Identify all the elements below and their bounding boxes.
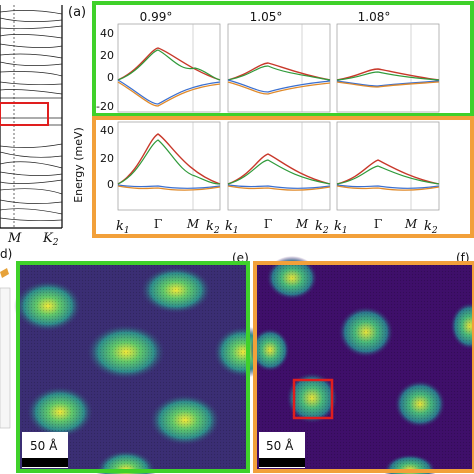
xtick-k1-1: k1 xyxy=(116,219,130,236)
panel-d-marker xyxy=(0,268,9,278)
band-red xyxy=(117,133,221,185)
green-frame xyxy=(92,1,474,117)
band-green xyxy=(117,139,221,185)
band-green xyxy=(117,49,221,81)
band-blue xyxy=(336,184,440,189)
band-orange xyxy=(117,185,221,191)
ytick-top-20: 20 xyxy=(100,49,114,62)
scale-bar-f xyxy=(259,458,305,467)
subplot-bottom-3 xyxy=(336,121,440,211)
xtick-m-1: M xyxy=(186,217,200,231)
scale-bar-e xyxy=(22,458,68,467)
panel-label-d: d) xyxy=(0,247,12,261)
ytick-bot-20: 20 xyxy=(100,152,114,165)
subplot-top-1 xyxy=(117,23,221,113)
orange-frame-f xyxy=(253,261,474,473)
subplot-bottom-2 xyxy=(227,121,331,211)
band-red xyxy=(227,153,331,185)
ytick-bot-0: 0 xyxy=(107,178,114,191)
ytick-bot-40: 40 xyxy=(100,124,114,137)
band-blue xyxy=(117,79,221,105)
xtick-k2-3: k2 xyxy=(424,219,438,236)
ytick-top-40: 40 xyxy=(100,27,114,40)
panel-label-a: (a) xyxy=(68,5,86,20)
subplot-bottom-1 xyxy=(117,121,221,211)
xtick-k2-2: k2 xyxy=(315,219,329,236)
angle-title-3: 1.08° xyxy=(358,10,391,24)
y-axis-label: Energy (meV) xyxy=(72,127,85,203)
m-label: M xyxy=(7,231,22,246)
band-structure-panel: M K2 xyxy=(0,5,63,248)
band-orange xyxy=(117,81,221,107)
highlight-box-f xyxy=(292,378,334,420)
band-green xyxy=(336,71,440,81)
angle-title-2: 1.05° xyxy=(250,10,283,24)
xtick-k1-3: k1 xyxy=(334,219,348,236)
green-frame-e xyxy=(16,261,250,473)
orange-frame xyxy=(92,116,474,238)
band-orange xyxy=(227,81,331,95)
ytick-top-0: 0 xyxy=(107,71,114,84)
xtick-k1-2: k1 xyxy=(225,219,239,236)
ldos-map-e xyxy=(14,263,273,474)
band-red xyxy=(227,62,331,81)
band-green xyxy=(227,159,331,185)
band-red xyxy=(117,47,221,81)
xtick-gamma-2: Γ xyxy=(264,217,272,231)
band-blue xyxy=(227,79,331,93)
band-green xyxy=(227,65,331,81)
band-orange xyxy=(336,81,440,88)
highlight-box xyxy=(0,102,49,126)
xtick-gamma-3: Γ xyxy=(374,217,382,231)
band-blue xyxy=(336,80,440,87)
band-blue xyxy=(117,184,221,189)
band-blue xyxy=(227,184,331,189)
scale-bar-label-f: 50 Å xyxy=(266,438,294,453)
xtick-gamma-1: Γ xyxy=(154,217,162,231)
band-green xyxy=(336,165,440,185)
band-orange xyxy=(227,185,331,191)
band-red xyxy=(336,68,440,81)
subplot-top-2 xyxy=(227,23,331,113)
ytick-top-neg20: -20 xyxy=(96,100,114,113)
xtick-m-2: M xyxy=(295,217,309,231)
band-orange xyxy=(336,185,440,191)
x-tick-labels: k1 Γ M k2 k1 Γ M k2 k1 Γ M k2 xyxy=(116,217,438,236)
xtick-m-3: M xyxy=(404,217,418,231)
k2-label: K2 xyxy=(42,231,59,248)
scale-bar-label-e: 50 Å xyxy=(30,438,58,453)
panel-d-fragment xyxy=(0,287,11,429)
subplot-top-3 xyxy=(336,23,440,113)
xtick-k2-1: k2 xyxy=(206,219,220,236)
angle-title-1: 0.99° xyxy=(140,10,173,24)
band-red xyxy=(336,159,440,185)
